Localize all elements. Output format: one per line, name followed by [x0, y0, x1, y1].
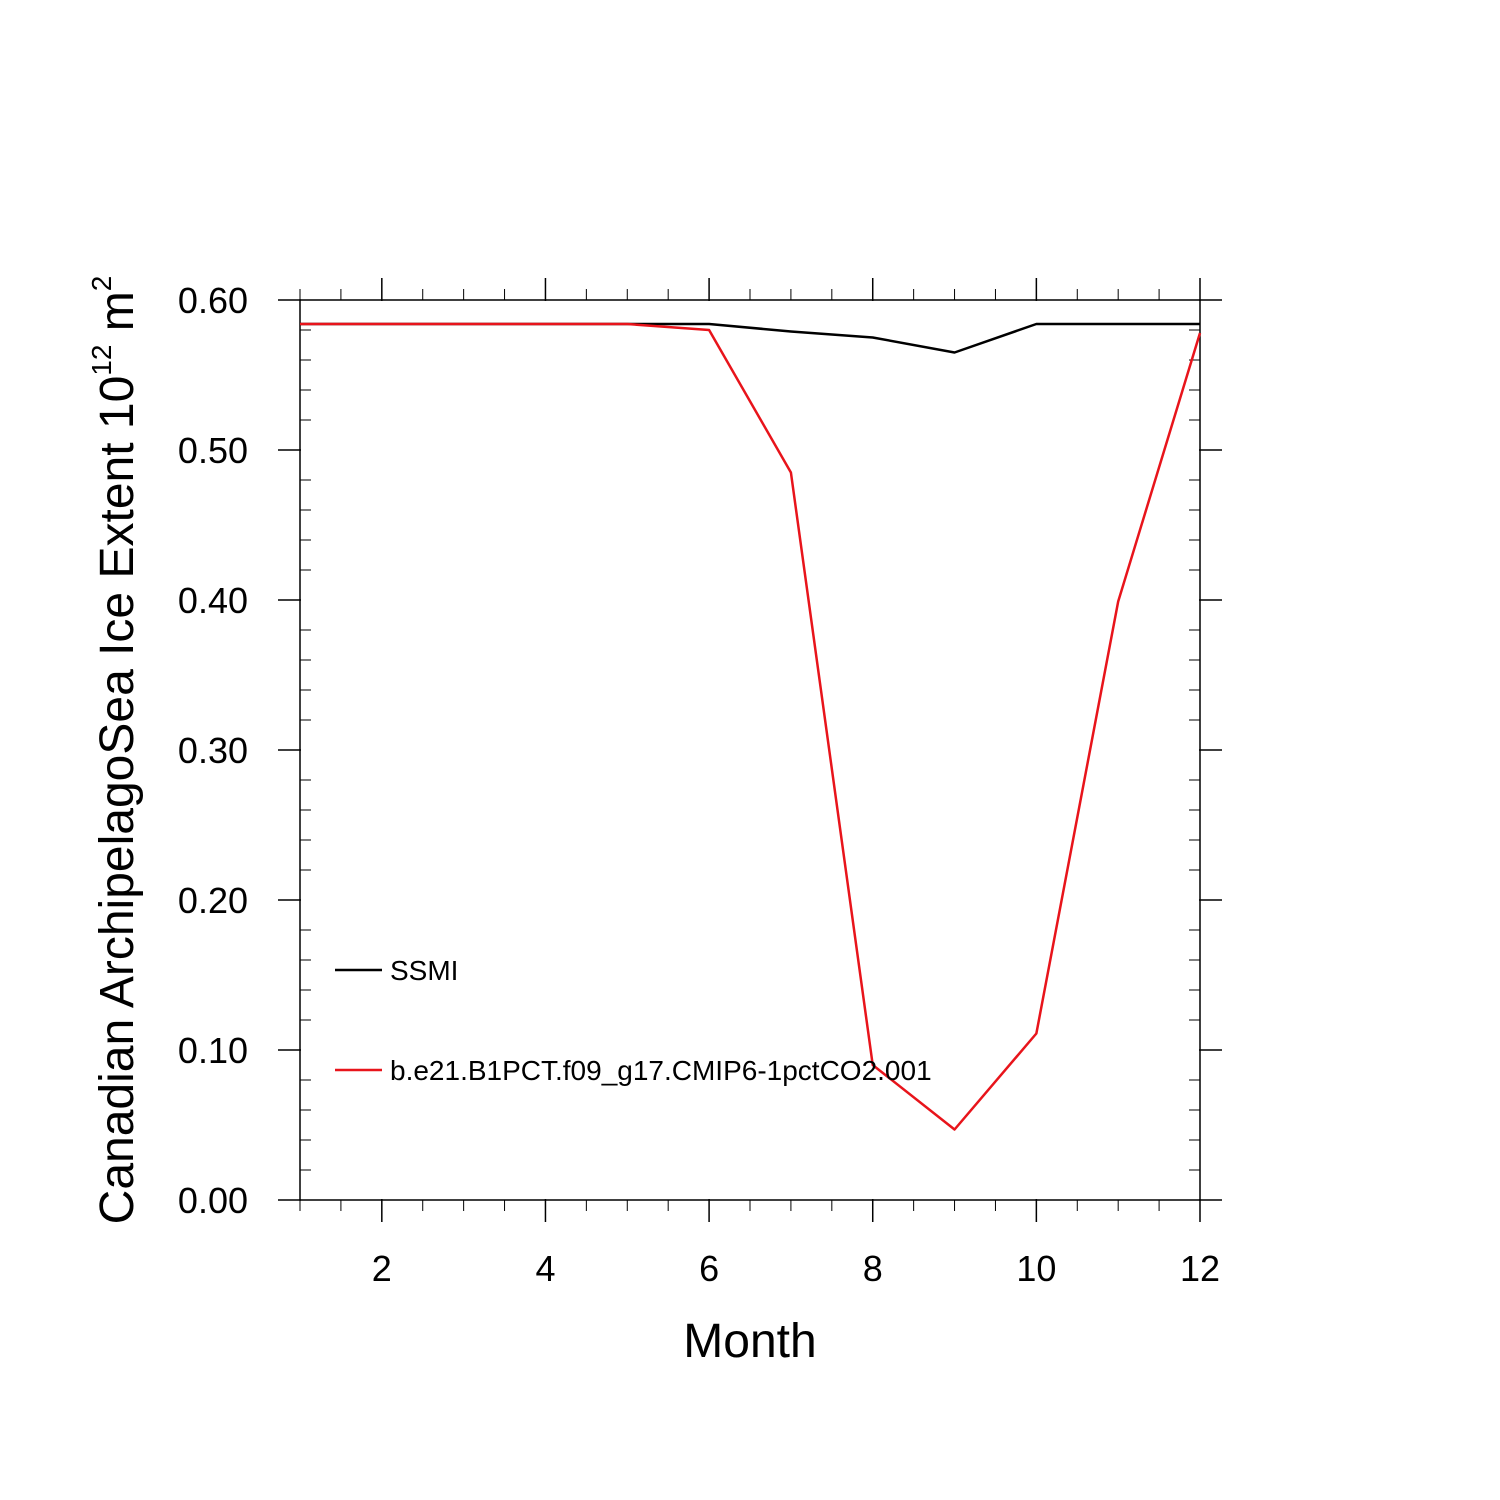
series-line-1	[300, 322, 1202, 1131]
axis-tick-labels: 2 4 6 8 10 12 0.00 0.10 0.20 0.30 0.40 0.50 0.60	[178, 280, 1220, 1289]
y-tick-label: 0.60	[178, 280, 248, 321]
x-axis-title: Month	[683, 1315, 816, 1368]
axis-ticks	[278, 278, 1222, 1222]
y-tick-label: 0.10	[178, 1030, 248, 1071]
svg-text:Canadian ArchipelagoSea Ice Ex: Canadian ArchipelagoSea Ice Extent 1012 …	[86, 276, 144, 1225]
y-axis-title-main: Canadian ArchipelagoSea Ice Extent 10	[91, 376, 144, 1225]
y-axis-title-exponent: 12	[86, 345, 117, 376]
legend-label-ssmi: SSMI	[390, 955, 458, 986]
x-tick-label: 8	[863, 1248, 883, 1289]
x-tick-label: 12	[1180, 1248, 1220, 1289]
x-tick-label: 10	[1016, 1248, 1056, 1289]
y-tick-label: 0.30	[178, 730, 248, 771]
legend-label-model: b.e21.B1PCT.f09_g17.CMIP6-1pctCO2.001	[390, 1055, 932, 1086]
y-tick-label: 0.40	[178, 580, 248, 621]
x-tick-label: 4	[535, 1248, 555, 1289]
y-tick-label: 0.20	[178, 880, 248, 921]
x-tick-label: 6	[699, 1248, 719, 1289]
series-line-0	[300, 322, 1200, 354]
y-tick-label: 0.00	[178, 1180, 248, 1221]
y-tick-label: 0.50	[178, 430, 248, 471]
y-axis-title-unit: m	[91, 291, 144, 344]
x-tick-label: 2	[372, 1248, 392, 1289]
series-lines	[300, 322, 1202, 1131]
y-axis-title: Canadian ArchipelagoSea Ice Extent 1012 …	[86, 276, 144, 1225]
legend: SSMI b.e21.B1PCT.f09_g17.CMIP6-1pctCO2.0…	[335, 955, 932, 1086]
y-axis-title-unit-exponent: 2	[86, 276, 117, 292]
